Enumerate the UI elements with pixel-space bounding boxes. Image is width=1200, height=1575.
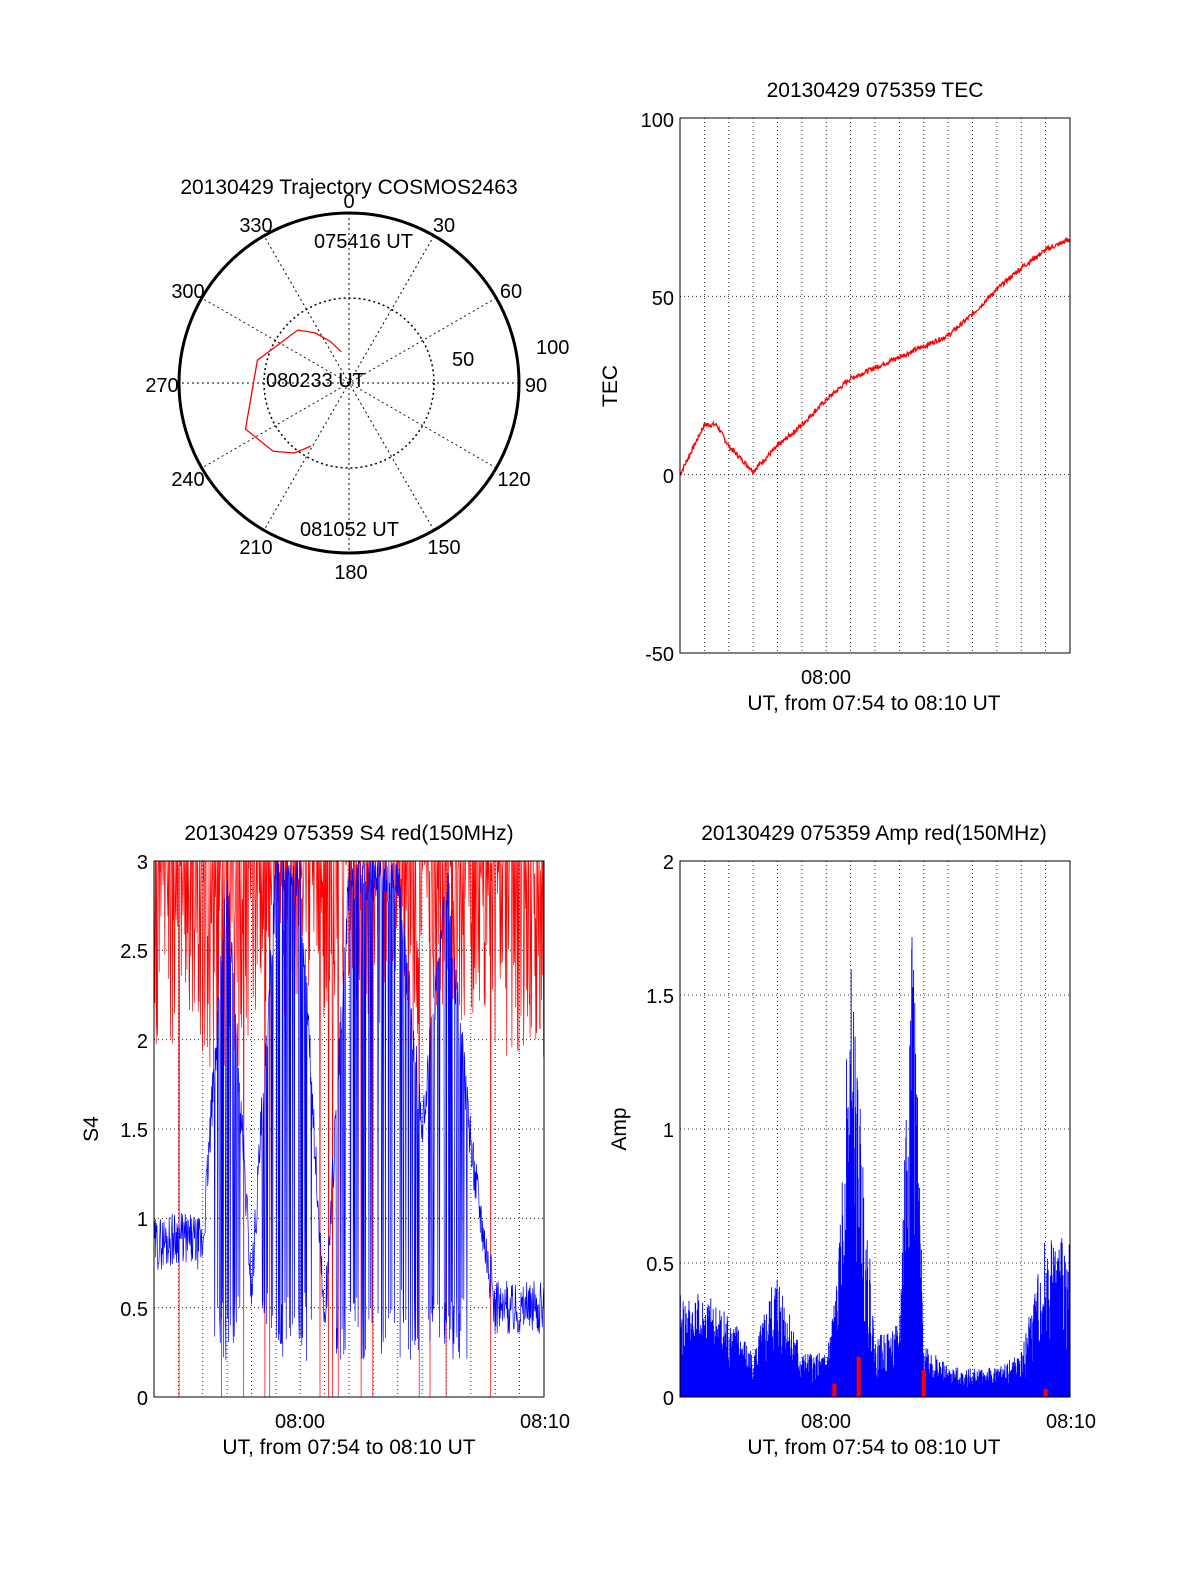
s4-xtick: 08:10 — [520, 1411, 570, 1433]
s4-blue-line — [153, 860, 545, 1361]
polar-azimuth-label: 30 — [433, 215, 455, 237]
polar-radius-label: 100 — [536, 337, 569, 359]
s4-panel: 20130429 075359 S4 red(150MHz) 3 2.5 2 1… — [80, 822, 570, 1459]
amp-ytick: 2 — [663, 852, 674, 874]
amp-red-spike — [832, 1383, 837, 1397]
amp-blue-line — [679, 937, 1071, 1397]
amp-red-spike — [856, 1356, 861, 1397]
polar-azimuth-label: 210 — [239, 537, 272, 559]
polar-radius-label: 50 — [452, 349, 474, 371]
s4-ylabel: S4 — [80, 1116, 103, 1142]
polar-azimuth-label: 60 — [500, 281, 522, 303]
polar-azimuth-label: 270 — [145, 375, 178, 397]
amp-xtick: 08:00 — [801, 1411, 851, 1433]
tec-series-line — [679, 236, 1071, 477]
amp-ytick: 1.5 — [646, 986, 674, 1008]
s4-xlabel: UT, from 07:54 to 08:10 UT — [222, 1436, 475, 1459]
amp-axes-frame — [679, 860, 1071, 1398]
tec-panel: 20130429 075359 TEC 100 50 0 -50 08:00 U… — [599, 79, 1071, 715]
track-annotation: 080233 UT — [266, 370, 365, 392]
polar-title: 20130429 Trajectory COSMOS2463 — [180, 176, 517, 199]
polar-azimuth-label: 180 — [334, 562, 367, 584]
amp-grid — [680, 861, 1070, 1397]
tec-axes-frame — [679, 117, 1071, 654]
polar-ring — [263, 297, 435, 469]
s4-title: 20130429 075359 S4 red(150MHz) — [184, 822, 513, 845]
amp-red-spike — [1043, 1389, 1048, 1397]
tec-xtick: 08:00 — [801, 667, 851, 689]
amp-red-series — [832, 1356, 1048, 1397]
polar-grid — [179, 213, 519, 553]
polar-azimuth-label: 90 — [525, 375, 547, 397]
amp-red-spike — [921, 1370, 926, 1397]
tec-ytick: -50 — [645, 644, 674, 666]
s4-ytick: 1.5 — [120, 1120, 148, 1142]
tec-ytick: 100 — [641, 110, 674, 132]
s4-ytick: 3 — [137, 852, 148, 874]
tec-ytick: 0 — [663, 466, 674, 488]
polar-azimuth-label: 330 — [239, 215, 272, 237]
tec-grid — [680, 118, 1070, 653]
track-annotation: 081052 UT — [300, 519, 399, 541]
polar-track — [244, 329, 342, 454]
amp-panel: 20130429 075359 Amp red(150MHz) 2 1.5 1 … — [608, 822, 1096, 1459]
amp-ylabel: Amp — [608, 1107, 631, 1150]
s4-xtick: 08:00 — [275, 1411, 325, 1433]
s4-blue-series — [153, 860, 545, 1361]
polar-spoke — [263, 235, 435, 531]
s4-ytick: 2 — [137, 1031, 148, 1053]
track-annotation: 075416 UT — [314, 231, 413, 253]
amp-ytick: 0 — [663, 1388, 674, 1410]
amp-xtick: 08:10 — [1046, 1411, 1096, 1433]
polar-azimuth-labels: 0 30 60 90 120 150 180 210 240 270 300 330 — [145, 191, 547, 584]
s4-ytick: 0 — [137, 1388, 148, 1410]
s4-ytick: 1 — [137, 1209, 148, 1231]
polar-azimuth-label: 150 — [427, 537, 460, 559]
polar-azimuth-label: 120 — [497, 469, 530, 491]
s4-ytick: 0.5 — [120, 1299, 148, 1321]
s4-ytick: 2.5 — [120, 941, 148, 963]
amp-blue-series — [679, 937, 1071, 1397]
tec-title: 20130429 075359 TEC — [767, 79, 984, 102]
polar-outer-circle — [177, 211, 521, 555]
s4-axes-frame — [153, 860, 545, 1398]
amp-xlabel: UT, from 07:54 to 08:10 UT — [747, 1436, 1000, 1459]
tec-ytick: 50 — [652, 288, 674, 310]
tec-ylabel: TEC — [599, 365, 622, 407]
polar-azimuth-label: 300 — [171, 281, 204, 303]
amp-ytick: 0.5 — [646, 1254, 674, 1276]
amp-ytick: 1 — [663, 1120, 674, 1142]
tec-xlabel: UT, from 07:54 to 08:10 UT — [747, 692, 1000, 715]
polar-panel: 20130429 Trajectory COSMOS2463 0 30 60 90 12… — [145, 176, 569, 584]
amp-title: 20130429 075359 Amp red(150MHz) — [701, 822, 1047, 845]
polar-azimuth-label: 240 — [171, 469, 204, 491]
polar-azimuth-label: 0 — [343, 191, 354, 213]
